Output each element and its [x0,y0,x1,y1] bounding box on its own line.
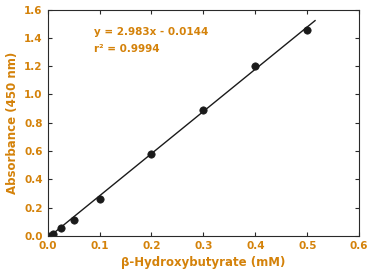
Point [45,234,50,238]
Y-axis label: Absorbance (450 nm): Absorbance (450 nm) [6,52,19,194]
Point [58,226,64,230]
Point [148,152,154,156]
Text: r² = 0.9994: r² = 0.9994 [94,44,160,54]
Point [252,64,258,68]
Point [200,108,206,112]
Point [304,28,310,32]
Point [71,218,77,222]
Text: y = 2.983x - 0.0144: y = 2.983x - 0.0144 [94,27,209,37]
X-axis label: β-Hydroxybutyrate (mM): β-Hydroxybutyrate (mM) [121,257,286,269]
Point [96,196,102,201]
Point [50,232,56,236]
